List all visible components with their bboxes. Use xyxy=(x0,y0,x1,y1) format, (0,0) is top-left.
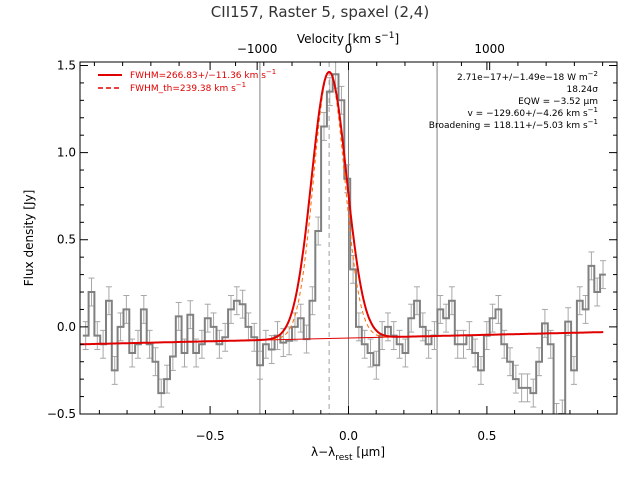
data-step-line xyxy=(82,73,606,414)
y-tick-label: 0.0 xyxy=(57,320,76,334)
top-tick-label: −1000 xyxy=(237,42,278,56)
fit-series xyxy=(80,71,604,346)
top-tick-label: 0 xyxy=(345,42,353,56)
x-tick-label: −0.5 xyxy=(196,429,225,443)
data-series xyxy=(82,73,606,414)
axis-ticks: −0.5 0.0 0.5 −0.5 0.0 0.5 1.0 1.5 −1000 0 1000 xyxy=(47,42,617,443)
x-tick-label: 0.0 xyxy=(339,429,358,443)
reference-lines xyxy=(259,62,438,414)
top-axis-label: Velocity [km s−1] xyxy=(297,31,399,46)
x-tick-label: 0.5 xyxy=(477,429,496,443)
annotation-eqw: EQW = −3.52 μm xyxy=(518,97,598,107)
y-tick-label: 1.5 xyxy=(57,58,76,72)
y-axis-label: Flux density [Jy] xyxy=(22,190,36,287)
y-tick-label: −0.5 xyxy=(47,407,76,421)
y-tick-label: 1.0 xyxy=(57,146,76,160)
chart-title: CII157, Raster 5, spaxel (2,4) xyxy=(211,3,429,21)
annotation-flux: 2.71e−17+/−1.49e−18 W m−2 xyxy=(457,70,598,83)
annotation-snr: 18.24σ xyxy=(567,85,599,95)
annotation-broadening: Broadening = 118.11+/−5.03 km s−1 xyxy=(429,118,598,131)
legend-entry-fwhm-th: FWHM_th=239.38 km s−1 xyxy=(130,81,246,94)
annotation-velocity: v = −129.60+/−4.26 km s−1 xyxy=(468,106,599,119)
top-tick-label: 1000 xyxy=(474,42,505,56)
fit-annotations: 2.71e−17+/−1.49e−18 W m−2 18.24σ EQW = −… xyxy=(429,70,598,131)
legend: FWHM=266.83+/−11.36 km s−1 FWHM_th=239.3… xyxy=(98,68,276,94)
x-axis-label: λ−λrest [μm] xyxy=(311,445,385,463)
y-tick-label: 0.5 xyxy=(57,233,76,247)
fit-dashed-overlay xyxy=(270,71,382,340)
legend-entry-fwhm: FWHM=266.83+/−11.36 km s−1 xyxy=(130,68,276,81)
